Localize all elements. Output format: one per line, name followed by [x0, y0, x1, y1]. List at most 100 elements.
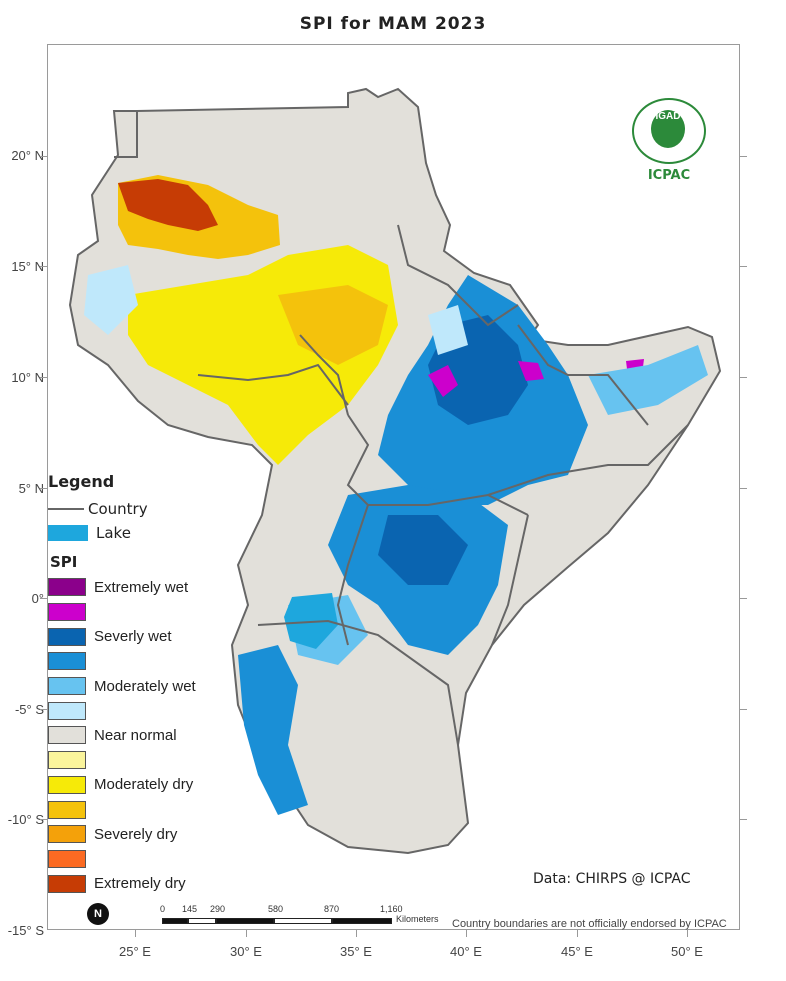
spi-legend-row: [48, 847, 196, 872]
scale-label: 0: [160, 904, 166, 914]
scale-segment: [332, 918, 392, 924]
lat-tick: [40, 819, 47, 820]
severe-wet-kenya: [378, 515, 468, 585]
spi-legend-row: [48, 600, 196, 625]
lon-label-35e: 35° E: [340, 944, 372, 959]
legend-country-label: Country: [88, 500, 148, 518]
spi-legend-row: Extremely dry: [48, 871, 196, 896]
extreme-dry-zone: [118, 179, 218, 231]
lat-tick: [740, 598, 747, 599]
lat-tick: [40, 488, 47, 489]
lat-label-15n: 15° N: [11, 259, 44, 274]
scale-segment: [216, 918, 274, 924]
slight-wet-zone-somalia: [588, 345, 708, 415]
spi-label: Extremely dry: [94, 875, 186, 893]
lon-tick: [687, 930, 688, 937]
lon-label-50e: 50° E: [671, 944, 703, 959]
scale-unit: Kilometers: [396, 914, 439, 924]
spi-legend-title: SPI: [50, 553, 78, 571]
spi-swatch: [48, 627, 86, 646]
spi-swatch: [48, 849, 86, 868]
slight-wet-zone-2: [428, 305, 468, 355]
spi-swatch: [48, 800, 86, 819]
spi-legend-row: Severely dry: [48, 822, 196, 847]
lake-swatch: [48, 525, 88, 541]
lon-tick: [466, 930, 467, 937]
spi-swatch: [48, 603, 86, 622]
spi-legend-row: [48, 797, 196, 822]
legend-country-row: Country: [48, 497, 196, 521]
spi-legend-row: [48, 649, 196, 674]
lon-tick: [246, 930, 247, 937]
slight-wet-zone: [84, 265, 138, 335]
spi-class-list: Extremely wet Severly wet Moderately wet Ne…: [48, 575, 196, 896]
spi-swatch: [48, 775, 86, 794]
lon-label-40e: 40° E: [450, 944, 482, 959]
icpac-logo-text: ICPAC: [647, 168, 691, 183]
spi-label: Extremely wet: [94, 578, 189, 596]
boundary-disclaimer: Country boundaries are not officially en…: [452, 918, 727, 930]
spi-swatch: [48, 751, 86, 770]
scale-label: 290: [210, 904, 226, 914]
spi-label: Moderately wet: [94, 677, 196, 695]
wet-zone-tanzania-west: [238, 645, 308, 815]
scale-label: 870: [324, 904, 340, 914]
scale-label: 145: [182, 904, 198, 914]
extreme-wet-patch-2: [518, 361, 544, 381]
igad-logo: IGAD ICPAC: [630, 98, 708, 183]
spi-legend-row: Moderately wet: [48, 674, 196, 699]
lat-tick: [740, 377, 747, 378]
lon-label-25e: 25° E: [119, 944, 151, 959]
data-credit: Data: CHIRPS @ ICPAC: [533, 871, 691, 887]
lat-tick: [740, 819, 747, 820]
spi-swatch: [48, 578, 86, 597]
lat-tick: [740, 488, 747, 489]
scale-segment: [188, 918, 216, 924]
map-frame: [47, 44, 740, 930]
spi-swatch: [48, 825, 86, 844]
legend-lake-label: Lake: [96, 524, 131, 542]
lat-tick: [740, 709, 747, 710]
country-line-symbol: [48, 508, 84, 510]
spi-swatch: [48, 652, 86, 671]
lat-tick: [40, 377, 47, 378]
legend-lake-row: Lake: [48, 521, 196, 545]
spi-legend-row: Near normal: [48, 723, 196, 748]
north-arrow-icon: N: [87, 903, 109, 925]
dry-zone-center-2: [278, 285, 388, 365]
scale-segment: [274, 918, 332, 924]
map-legend: Legend Country Lake SPI Extremely wet Sev…: [48, 472, 196, 896]
lon-tick: [577, 930, 578, 937]
spi-swatch: [48, 874, 86, 893]
lat-label-10s: -10° S: [7, 812, 44, 827]
lon-label-30e: 30° E: [230, 944, 262, 959]
spi-legend-row: [48, 698, 196, 723]
spi-swatch: [48, 726, 86, 745]
spi-legend-row: Moderately dry: [48, 773, 196, 798]
lat-tick: [40, 156, 47, 157]
country-borders: [114, 111, 689, 746]
spi-map: [68, 87, 722, 855]
spi-label: Severely dry: [94, 825, 178, 843]
scale-label: 580: [268, 904, 284, 914]
lat-tick: [40, 266, 47, 267]
spi-legend-row: [48, 748, 196, 773]
spi-legend-row: Severly wet: [48, 624, 196, 649]
lat-tick: [740, 266, 747, 267]
lat-label-20n: 20° N: [11, 148, 44, 163]
lon-label-45e: 45° E: [561, 944, 593, 959]
spi-label: Near normal: [94, 726, 177, 744]
lat-label-5s: -5° S: [14, 702, 44, 717]
lat-label-10n: 10° N: [11, 370, 44, 385]
lat-tick: [40, 598, 47, 599]
legend-title: Legend: [48, 472, 115, 491]
lat-tick: [740, 156, 747, 157]
igad-emblem-center: IGAD: [651, 110, 685, 148]
map-title: SPI for MAM 2023: [299, 14, 487, 34]
spi-label: Severly wet: [94, 628, 172, 646]
spi-label: Moderately dry: [94, 776, 194, 794]
igad-emblem: IGAD: [632, 98, 706, 164]
lat-tick: [40, 709, 47, 710]
scale-segment: [162, 918, 188, 924]
lat-label-5n: 5° N: [18, 481, 44, 496]
